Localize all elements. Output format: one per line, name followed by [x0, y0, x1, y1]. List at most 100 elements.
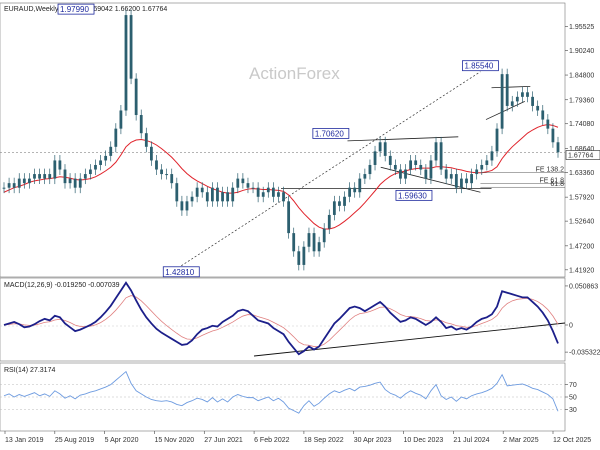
candle-body: [277, 192, 280, 197]
candle-body: [536, 105, 540, 111]
macd-axis: 0.050863 0 -0.035322: [565, 283, 600, 357]
price-candles: [2, 9, 560, 271]
price-annotation-label: 1.97990: [60, 5, 89, 14]
candle-body: [58, 160, 62, 170]
candle-body: [495, 128, 499, 152]
candle-body: [302, 246, 306, 265]
price-axis-label: 1.47200: [569, 243, 594, 250]
candle-body: [175, 183, 179, 202]
candle-body: [149, 146, 153, 161]
price-axis-label: 1.95525: [569, 24, 594, 31]
candle-body: [373, 151, 377, 165]
candle-body: [246, 183, 250, 188]
price-annotation-label: 1.70620: [315, 129, 344, 138]
candle-body: [94, 164, 97, 170]
price-annotation-box: [462, 60, 499, 72]
price-axis-label: 1.90240: [569, 48, 594, 55]
candle-body: [399, 169, 402, 179]
price-annotation-box: [395, 189, 433, 201]
price-axis-label: 1.74080: [569, 121, 594, 128]
candle-body: [261, 192, 265, 197]
candle-body: [68, 178, 72, 184]
flag-upper-line: [491, 86, 531, 89]
candle-body: [43, 174, 47, 179]
candle-body: [38, 174, 41, 179]
x-axis-label: 6 Feb 2022: [254, 437, 290, 444]
price-annotation-box: [57, 3, 95, 15]
price-axis-label: 1.84800: [569, 73, 594, 80]
macd-axis-label: 0.050863: [569, 283, 598, 290]
x-axis-label: 5 Apr 2020: [105, 437, 139, 444]
macd-line: [3, 281, 559, 356]
price-axis-label: 1.79360: [569, 97, 594, 104]
candle-body: [190, 196, 194, 202]
fib-label: 61.8: [550, 181, 564, 188]
macd-panel-header: MACD(12,26,9) -0.019250 -0.007039: [4, 282, 120, 289]
candle-body: [505, 74, 509, 106]
candle-body: [475, 169, 479, 175]
candle-body: [63, 169, 67, 184]
price-axis-label: 1.52640: [569, 219, 594, 226]
candle-body: [546, 119, 550, 129]
candle-body: [322, 228, 326, 243]
candle-body: [368, 164, 372, 175]
candle-body: [292, 233, 296, 252]
candle-body: [521, 92, 524, 97]
candle-body: [226, 192, 230, 202]
candle-body: [17, 178, 21, 188]
x-axis-label: 27 Jun 2021: [204, 437, 243, 444]
candle-body: [282, 192, 285, 202]
x-axis-label: 2 Mar 2025: [503, 437, 539, 444]
candle-body: [160, 169, 163, 175]
candle-body: [363, 174, 367, 179]
candle-body: [434, 142, 438, 161]
flag-lower-line: [485, 101, 525, 120]
candle-body: [180, 201, 184, 211]
candle-body: [307, 233, 311, 247]
price-axis-label: 1.68640: [569, 146, 594, 153]
candle-body: [388, 155, 392, 165]
rsi-panel: RSI(14) 27.3174 70 50 30: [0, 362, 577, 432]
candle-body: [332, 201, 336, 215]
watermark: ActionForex: [249, 64, 340, 83]
x-axis-label: 12 Oct 2025: [553, 437, 591, 444]
candle-body: [266, 187, 270, 193]
candle-body: [83, 174, 87, 179]
candle-body: [124, 15, 128, 111]
candle-body: [510, 101, 514, 106]
x-axis-label: 10 Dec 2023: [404, 437, 444, 444]
candle-body: [165, 174, 169, 176]
candle-body: [78, 178, 82, 188]
price-annotation-label: 1.59630: [398, 191, 427, 200]
candle-body: [454, 174, 458, 188]
candle-body: [109, 146, 113, 156]
candle-body: [216, 187, 219, 202]
candle-body: [251, 187, 255, 189]
candle-body: [348, 187, 352, 197]
candle-body: [419, 164, 423, 170]
price-axis-label: 1.57920: [569, 195, 594, 202]
candle-body: [327, 214, 331, 229]
candle-body: [73, 178, 77, 188]
x-axis-label: 30 Apr 2023: [354, 437, 392, 444]
x-axis-label: 13 Jan 2019: [5, 437, 44, 444]
candle-body: [378, 142, 382, 152]
candle-body: [256, 187, 260, 197]
candle-body: [312, 233, 316, 252]
price-axis: 1.95525 1.90240 1.84800 1.79360 1.74080 1.686…: [565, 24, 594, 274]
candle-body: [343, 196, 346, 206]
candle-body: [465, 178, 468, 184]
candle-body: [236, 178, 240, 188]
x-axis-label: 21 Jul 2024: [453, 437, 489, 444]
price-annotation-label: 1.85540: [464, 62, 493, 71]
candle-body: [429, 160, 433, 179]
macd-axis-label: -0.035322: [569, 350, 600, 357]
candle-body: [287, 201, 291, 234]
candle-body: [444, 169, 448, 179]
rsi-axis-label: 70: [569, 382, 577, 389]
candle-body: [12, 183, 16, 188]
candle-body: [185, 201, 189, 211]
candle-body: [53, 160, 57, 179]
candle-body: [139, 115, 143, 134]
